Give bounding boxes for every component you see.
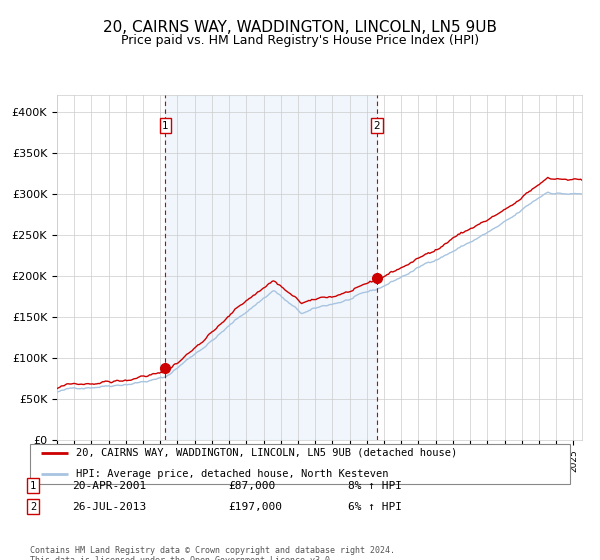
- Text: HPI: Average price, detached house, North Kesteven: HPI: Average price, detached house, Nort…: [76, 469, 388, 479]
- Text: 20-APR-2001: 20-APR-2001: [72, 480, 146, 491]
- Bar: [166, 95, 377, 440]
- FancyBboxPatch shape: [30, 444, 570, 484]
- Text: £197,000: £197,000: [228, 502, 282, 512]
- Text: 26-JUL-2013: 26-JUL-2013: [72, 502, 146, 512]
- Text: 20, CAIRNS WAY, WADDINGTON, LINCOLN, LN5 9UB (detached house): 20, CAIRNS WAY, WADDINGTON, LINCOLN, LN5…: [76, 448, 457, 458]
- Text: 6% ↑ HPI: 6% ↑ HPI: [348, 502, 402, 512]
- Text: £87,000: £87,000: [228, 480, 275, 491]
- Text: Price paid vs. HM Land Registry's House Price Index (HPI): Price paid vs. HM Land Registry's House …: [121, 34, 479, 46]
- Text: 1: 1: [30, 480, 36, 491]
- Text: 1: 1: [162, 120, 169, 130]
- Text: 2: 2: [30, 502, 36, 512]
- Text: 8% ↑ HPI: 8% ↑ HPI: [348, 480, 402, 491]
- Text: Contains HM Land Registry data © Crown copyright and database right 2024.
This d: Contains HM Land Registry data © Crown c…: [30, 546, 395, 560]
- Text: 20, CAIRNS WAY, WADDINGTON, LINCOLN, LN5 9UB: 20, CAIRNS WAY, WADDINGTON, LINCOLN, LN5…: [103, 20, 497, 35]
- Text: 2: 2: [373, 120, 380, 130]
